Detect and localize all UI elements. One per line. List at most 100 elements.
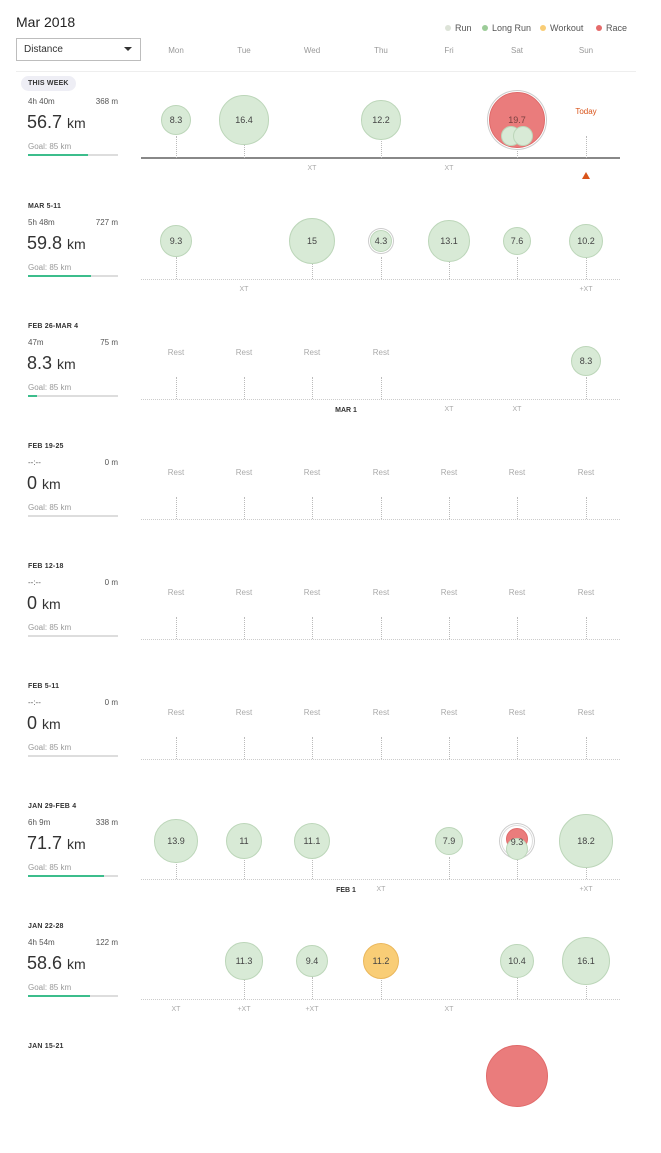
week-total-unit: km	[67, 236, 86, 252]
metric-select[interactable]: Distance	[16, 38, 141, 61]
day-stem	[176, 257, 177, 279]
day-stem	[517, 737, 518, 759]
week-row: THIS WEEK 4h 40m 368 m 56.7 km Goal: 85 km 8.3…	[0, 72, 661, 192]
week-goal: Goal: 85 km	[28, 503, 72, 512]
week-label[interactable]: JAN 22-28	[28, 923, 64, 930]
run-bubble[interactable]: 8.3	[161, 105, 191, 135]
day-stem	[449, 857, 450, 879]
week-goal: Goal: 85 km	[28, 263, 72, 272]
rest-label: Rest	[303, 348, 321, 357]
day-header: Sun	[578, 46, 594, 55]
day-stem	[586, 617, 587, 639]
week-total-unit: km	[67, 956, 86, 972]
run-bubble[interactable]: 13.1	[428, 220, 470, 262]
goal-progress-bar	[28, 875, 118, 877]
legend-item: Run	[445, 23, 472, 33]
run-bubble[interactable]: 9.4	[295, 944, 329, 978]
bubble-value: 13.9	[167, 835, 185, 846]
run-bubble[interactable]: 11.3	[225, 942, 263, 980]
day-stem	[381, 977, 382, 999]
legend-label: Long Run	[492, 23, 532, 33]
week-label[interactable]: THIS WEEK	[21, 76, 76, 91]
run-bubble[interactable]: 4.3	[370, 230, 392, 252]
run-bubble[interactable]: 7.6	[502, 226, 532, 256]
legend-item: Workout	[540, 23, 583, 33]
day-stem	[586, 497, 587, 519]
run-bubble[interactable]: 10.2	[568, 223, 604, 259]
extra-run-bubble[interactable]	[513, 126, 533, 146]
week-elevation: 122 m	[95, 938, 118, 947]
long-run-bubble[interactable]: 16.1	[561, 936, 611, 986]
long-run-bubble[interactable]: 16.4	[219, 95, 269, 145]
rest-label: Rest	[577, 588, 595, 597]
day-stem	[176, 617, 177, 639]
week-label[interactable]: FEB 12-18	[28, 563, 64, 570]
race-bubble[interactable]: 19.7	[489, 92, 545, 148]
week-label[interactable]: FEB 5-11	[28, 683, 60, 690]
week-axis	[141, 519, 620, 520]
week-axis	[141, 157, 620, 159]
day-stem	[244, 737, 245, 759]
day-stem	[517, 257, 518, 279]
week-label[interactable]: MAR 5-11	[28, 203, 62, 210]
run-bubble[interactable]: 12.2	[361, 100, 401, 140]
cross-training-label: XT	[376, 886, 386, 893]
goal-progress-bar	[28, 395, 118, 397]
week-duration: 4h 40m	[28, 97, 55, 106]
bubble-value: 9.3	[510, 837, 524, 847]
day-stem	[312, 257, 313, 279]
week-row: FEB 19-25 --:-- 0 m 0 km Goal: 85 km Rest Rest R…	[0, 433, 661, 553]
week-total-value: 71.7	[27, 833, 63, 853]
rest-label: Rest	[235, 708, 253, 717]
week-total-distance: 71.7 km	[27, 833, 86, 854]
week-elevation: 0 m	[104, 458, 118, 467]
today-label: Today	[575, 107, 597, 116]
bubble-value: 16.1	[577, 955, 595, 966]
week-label[interactable]: JAN 15-21	[28, 1043, 64, 1050]
run-bubble[interactable]: 7.9	[434, 826, 464, 856]
legend-label: Race	[606, 23, 628, 33]
long-run-bubble[interactable]: 18.2	[559, 814, 613, 868]
week-goal: Goal: 85 km	[28, 383, 72, 392]
goal-progress-fill	[28, 875, 104, 877]
week-label[interactable]: FEB 19-25	[28, 443, 64, 450]
bubble-value: 9.4	[305, 955, 319, 966]
bubble-value: 13.1	[440, 235, 458, 246]
cross-training-label: XT	[171, 1006, 181, 1013]
day-stem	[176, 497, 177, 519]
rest-label: Rest	[577, 708, 595, 717]
bubble-value: 11	[239, 835, 249, 846]
run-bubble[interactable]: 10.4	[499, 943, 535, 979]
week-total-value: 0	[27, 593, 38, 613]
day-stem	[244, 377, 245, 399]
day-stem	[586, 977, 587, 999]
race-bubble[interactable]	[486, 1045, 548, 1107]
goal-progress-bar	[28, 154, 118, 156]
day-stem	[244, 497, 245, 519]
week-label[interactable]: FEB 26-MAR 4	[28, 323, 79, 330]
run-bubble[interactable]: 11	[225, 822, 263, 860]
day-stem	[517, 977, 518, 999]
cross-training-label: XT	[239, 286, 249, 293]
goal-progress-fill	[28, 154, 89, 156]
day-stem	[381, 136, 382, 158]
workout-bubble[interactable]: 11.2	[362, 942, 400, 980]
legend-item: Long Run	[482, 23, 531, 33]
rest-label: Rest	[303, 468, 321, 477]
week-duration: --:--	[28, 458, 41, 467]
legend-item: Race	[596, 23, 627, 33]
week-elevation: 368 m	[95, 97, 118, 106]
long-run-bubble[interactable]: 15	[289, 218, 335, 264]
week-label[interactable]: JAN 29-FEB 4	[28, 803, 77, 810]
long-run-bubble[interactable]: 13.9	[154, 819, 198, 863]
bubble-value: 11.1	[303, 835, 321, 846]
run-bubble[interactable]: 8.3	[571, 346, 601, 376]
day-stem	[586, 737, 587, 759]
rest-label: Rest	[508, 588, 526, 597]
rest-label: Rest	[440, 468, 458, 477]
day-stem	[586, 257, 587, 279]
week-total-distance: 58.6 km	[27, 953, 86, 974]
day-stem	[381, 737, 382, 759]
run-bubble[interactable]: 9.3	[159, 224, 193, 258]
run-bubble[interactable]: 11.1	[293, 822, 331, 860]
